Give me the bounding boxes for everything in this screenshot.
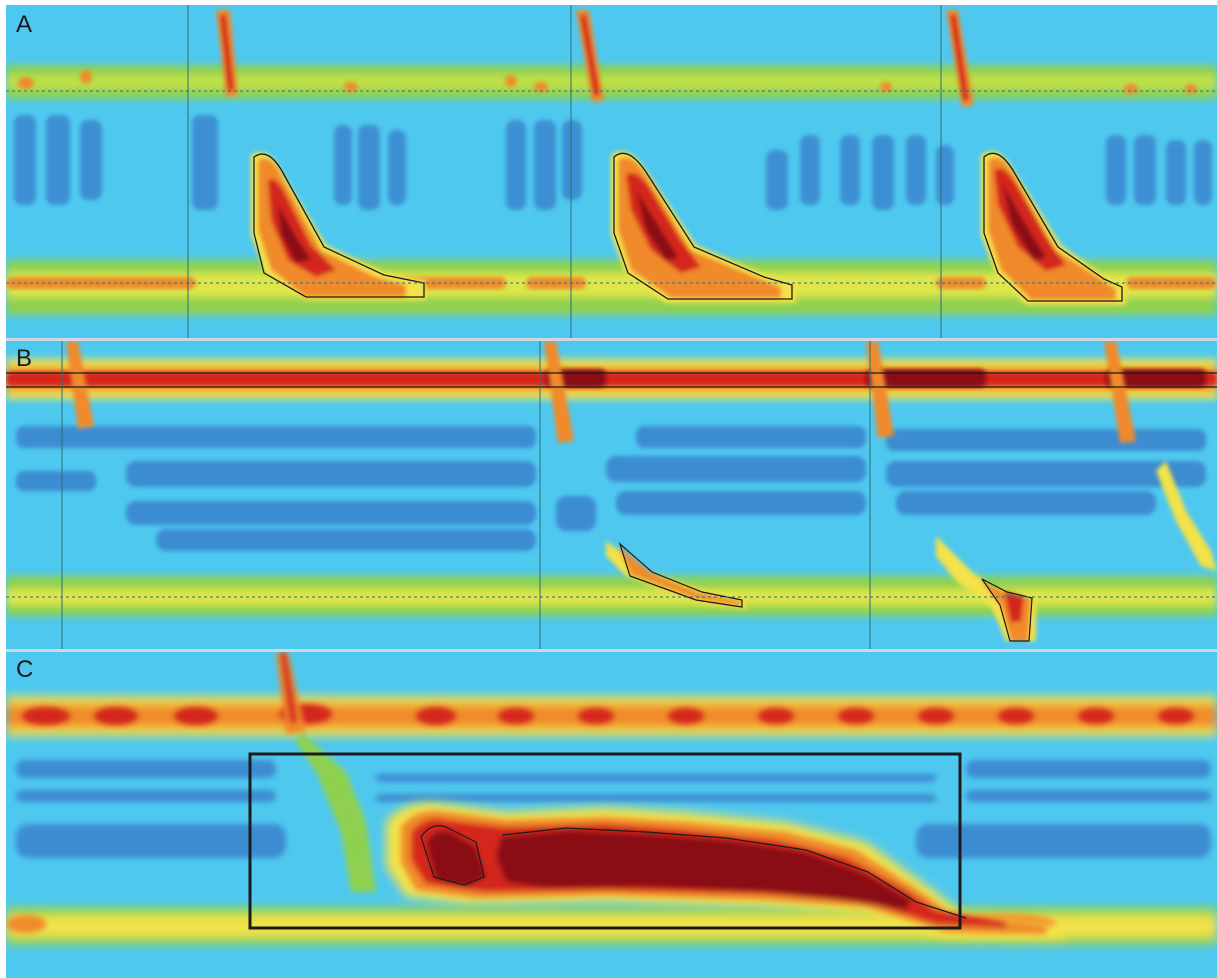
panel-b-isobar-contours — [6, 372, 1217, 642]
panel-a-upper-band — [6, 65, 1217, 99]
panel-a-swallow-3 — [946, 10, 1126, 305]
panel-b-upper-band-core — [6, 372, 1217, 386]
panel-b-time-markers — [61, 341, 871, 649]
panel-a-reference-lines — [6, 90, 1217, 284]
panel-b-swallow-spikes — [66, 341, 1136, 443]
panel-a: A — [6, 5, 1217, 338]
panel-divider — [6, 649, 1217, 652]
panel-a-pressure-topography — [6, 5, 1217, 338]
panel-c-label: C — [16, 656, 34, 683]
panel-b: B — [6, 341, 1217, 649]
panel-a-low-pressure-regions — [14, 115, 1212, 210]
panel-a-isobar-contours — [253, 152, 1123, 302]
panel-c-region-box — [248, 752, 962, 930]
panel-b-pressure-topography — [6, 341, 1217, 649]
panel-c: C — [6, 652, 1217, 978]
panel-c-low-pressure-regions — [16, 760, 1211, 858]
panel-c-swallow-spike — [276, 652, 376, 892]
panel-b-distal-contractions — [606, 461, 1217, 641]
panel-c-isobar-contours — [420, 825, 967, 919]
panel-a-swallow-1 — [216, 10, 426, 300]
panel-c-pressure-topography — [6, 652, 1217, 978]
panel-a-time-markers — [187, 5, 942, 338]
panel-divider — [6, 338, 1217, 341]
panel-a-label: A — [16, 11, 33, 38]
panel-b-low-pressure-regions — [16, 426, 1206, 551]
panel-b-label: B — [16, 345, 33, 372]
panel-c-pressurization-core — [401, 811, 1046, 934]
